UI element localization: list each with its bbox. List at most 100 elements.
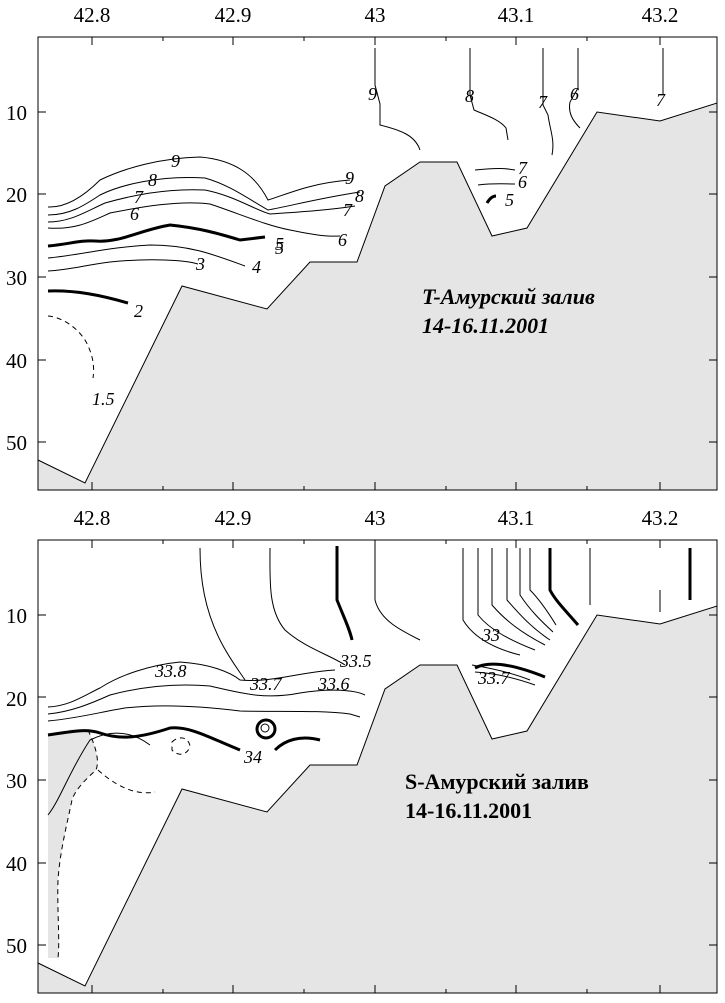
t-ticks xyxy=(38,37,717,490)
t-title-line2: 14-16.11.2001 xyxy=(422,313,549,338)
t-contour-6b xyxy=(569,48,581,129)
t-ytick-label: 40 xyxy=(6,349,27,373)
s-contour-label: 33.6 xyxy=(317,674,350,694)
s-title-line2: 14-16.11.2001 xyxy=(405,798,532,823)
s-contour-33.7b xyxy=(474,662,546,679)
s-contour-label: 33.8 xyxy=(154,661,187,681)
t-xtick-label: 42.9 xyxy=(215,3,252,27)
s-contour-33.6 xyxy=(47,705,361,722)
t-contour-label: 9 xyxy=(368,84,377,104)
t-contour-label: 5 xyxy=(505,190,514,210)
s-contour-dashed-b xyxy=(97,769,156,794)
t-contour-label: 8 xyxy=(465,86,474,106)
s-ytick-label: 10 xyxy=(6,604,27,628)
t-frame xyxy=(37,36,718,491)
t-title-line1: T-Амурский залив xyxy=(422,284,595,309)
t-contour-5b xyxy=(485,194,497,204)
t-ytick-label: 50 xyxy=(6,431,27,455)
t-contour-1.5 xyxy=(47,315,95,379)
s-xtick-label: 42.8 xyxy=(74,506,111,530)
s-ytick-label: 50 xyxy=(6,934,27,958)
s-contour-label: 33.5 xyxy=(339,651,372,671)
s-xtick-label: 42.9 xyxy=(215,506,252,530)
s-contour-thin-n xyxy=(474,671,536,686)
s-left-shade xyxy=(48,729,98,958)
t-ytick-label: 20 xyxy=(6,183,27,207)
s-contour-label: 33.7 xyxy=(477,668,511,688)
t-contour-3 xyxy=(47,259,199,272)
s-contour-thin-a xyxy=(199,547,246,681)
s-ytick-label: 20 xyxy=(6,687,27,711)
t-contour-label: 7 xyxy=(656,90,666,110)
s-contour-thin-f xyxy=(491,548,546,646)
t-ytick-label: 30 xyxy=(6,266,27,290)
s-contour-thin-b xyxy=(269,547,346,666)
t-contour-label: 5 xyxy=(275,234,284,254)
t-contour-label: 7 xyxy=(343,200,353,220)
t-contour-label: 1.5 xyxy=(92,389,115,409)
t-contour-label: 6 xyxy=(570,84,579,104)
t-contour-label: 7 xyxy=(518,158,528,178)
s-contour-thin-g xyxy=(506,548,551,641)
s-contour-thin-l xyxy=(47,732,151,816)
s-contour-thin-c xyxy=(374,548,421,641)
s-contour-thin-h xyxy=(519,548,554,633)
t-contour-6c xyxy=(477,183,516,186)
s-contour-dashed-a xyxy=(57,729,98,959)
t-bottom-fill xyxy=(37,102,718,491)
s-contour-thin-d xyxy=(462,548,521,656)
s-panel: 42.8 42.9 43 43.1 43.2 10 20 30 40 50 xyxy=(6,506,718,994)
t-contour-9 xyxy=(47,156,351,208)
s-bottom-fill xyxy=(37,605,718,994)
s-contour-circle-bold xyxy=(255,718,277,740)
s-xtick-label: 43.1 xyxy=(498,506,535,530)
t-contours xyxy=(47,48,664,272)
s-contour-label: 34 xyxy=(243,747,262,767)
s-contour-label: 33.7 xyxy=(249,674,283,694)
s-contour-33 xyxy=(548,548,580,626)
s-contour-33.8 xyxy=(47,661,336,708)
t-contour-2 xyxy=(47,289,129,305)
t-contour-label: 6 xyxy=(518,172,527,192)
s-contour-33.7 xyxy=(47,684,366,715)
s-contour-34 xyxy=(47,726,241,752)
t-bold-contours xyxy=(47,194,497,305)
s-contour-label: 33 xyxy=(481,625,500,645)
t-xtick-label: 43.1 xyxy=(498,3,535,27)
t-contour-label: 9 xyxy=(345,168,354,188)
t-panel: 42.8 42.9 43 43.1 43.2 10 20 30 40 50 xyxy=(6,3,718,491)
t-contour-7d xyxy=(474,168,516,171)
s-xtick-label: 43 xyxy=(365,506,386,530)
t-contour-6 xyxy=(47,202,341,237)
s-contours xyxy=(47,547,661,816)
t-contour-4 xyxy=(47,244,246,267)
t-contour-label: 8 xyxy=(148,170,157,190)
t-contour-label: 8 xyxy=(355,186,364,206)
s-contour-thin-e xyxy=(477,548,536,651)
s-ticks xyxy=(38,540,717,993)
t-xtick-label: 43 xyxy=(365,3,386,27)
t-contour-8b xyxy=(469,48,509,141)
t-contour-label: 4 xyxy=(252,257,261,277)
s-dashed-contours xyxy=(57,729,191,959)
s-contour-34b xyxy=(273,736,321,752)
t-contour-7b xyxy=(542,48,554,156)
s-contour-circle xyxy=(260,723,270,733)
t-contour-label: 3 xyxy=(195,254,205,274)
s-contour-dashed-c xyxy=(171,737,191,755)
t-contour-label: 2 xyxy=(134,301,143,321)
s-contour-thin-i xyxy=(529,548,557,626)
s-xtick-label: 43.2 xyxy=(642,506,679,530)
t-contour-label: 7 xyxy=(134,187,144,207)
s-frame xyxy=(37,539,718,994)
t-contour-label: 6 xyxy=(130,204,139,224)
t-contour-label: 7 xyxy=(538,92,548,112)
t-contour-8 xyxy=(47,176,361,216)
t-contour-label: 6 xyxy=(338,230,347,250)
s-bold-contours xyxy=(47,546,692,752)
s-contour-33.5 xyxy=(335,546,354,641)
t-contour-9b xyxy=(374,48,421,151)
s-title-line1: S-Амурский залив xyxy=(405,769,589,794)
t-xtick-label: 43.2 xyxy=(642,3,679,27)
